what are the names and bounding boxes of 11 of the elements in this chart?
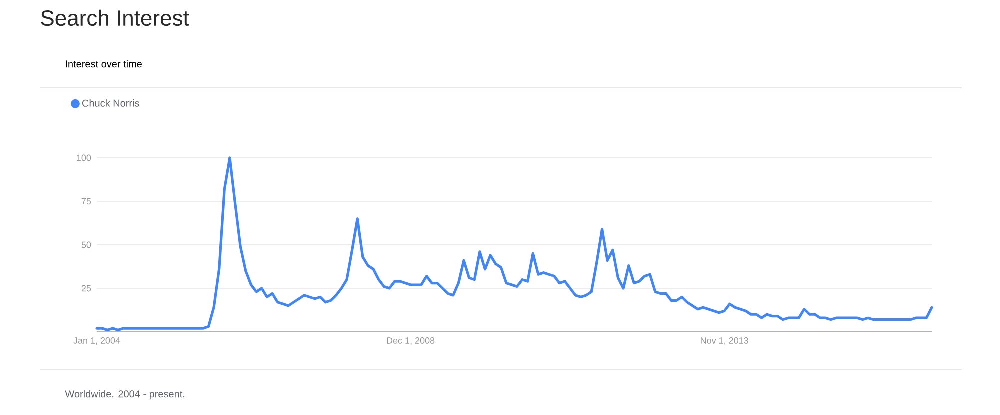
text: Worldwide. 2004 - present. bbox=[65, 390, 185, 400]
chart-subtitle: Interest over time bbox=[66, 60, 142, 68]
x-tick-label: Nov 1, 2013 bbox=[701, 338, 748, 345]
x-tick-label: Dec 1, 2008 bbox=[387, 338, 435, 345]
x-tick-label: Jan 1, 2004 bbox=[74, 338, 120, 345]
y-tick-label: 50 bbox=[82, 242, 92, 248]
y-tick-label: 25 bbox=[82, 285, 92, 292]
legend-label: Chuck Norris bbox=[82, 100, 140, 107]
y-tick-label: 75 bbox=[82, 198, 92, 205]
chart-title: Search Interest bbox=[41, 10, 190, 26]
y-tick-label: 100 bbox=[77, 154, 92, 162]
